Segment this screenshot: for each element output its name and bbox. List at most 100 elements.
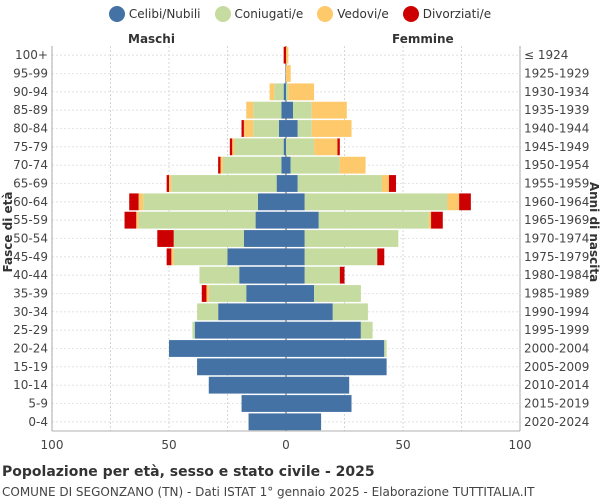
x-tick-label: 50 bbox=[161, 438, 176, 452]
bar-female-35-39-1 bbox=[314, 285, 361, 302]
legend-swatch-vedovi bbox=[317, 6, 334, 22]
bar-male-35-39-0 bbox=[246, 285, 286, 302]
legend-item-divorziati[interactable]: Divorziati/e bbox=[402, 6, 492, 22]
bar-male-80-84-2 bbox=[243, 120, 254, 137]
bar-male-80-84-1 bbox=[253, 120, 279, 137]
birth-year-label: 1940-1944 bbox=[524, 122, 589, 136]
bar-female-45-49-3 bbox=[377, 248, 385, 266]
age-group-label: 15-19 bbox=[13, 360, 48, 374]
age-group-label: 40-44 bbox=[13, 268, 48, 282]
legend-label-divorziati: Divorziati/e bbox=[422, 7, 492, 21]
age-group-label: 50-54 bbox=[13, 232, 48, 246]
bar-female-65-69-2 bbox=[381, 175, 389, 192]
birth-year-label: 1945-1949 bbox=[524, 140, 589, 154]
bar-female-80-84-2 bbox=[311, 120, 352, 137]
bar-female-60-64-0 bbox=[286, 193, 305, 211]
legend-item-celibi[interactable]: Celibi/Nubili bbox=[108, 6, 201, 22]
bar-female-55-59-3 bbox=[431, 211, 443, 229]
bars-layer bbox=[124, 46, 471, 431]
population-pyramid: 100+ ≤ 1924 95-99 1925-1929 90-94 1930-1934 85… bbox=[1, 46, 600, 452]
birth-year-label: 1990-1994 bbox=[524, 305, 589, 319]
age-group-label: 55-59 bbox=[13, 213, 48, 227]
bar-female-60-64-3 bbox=[459, 193, 471, 211]
bar-female-70-74-2 bbox=[339, 156, 366, 174]
bar-male-35-39-2 bbox=[206, 285, 209, 302]
legend-swatch-divorziati bbox=[402, 6, 419, 22]
bar-male-55-59-3 bbox=[124, 211, 137, 229]
legend-swatch-celibi bbox=[108, 6, 125, 22]
birth-year-label: 2005-2009 bbox=[524, 360, 589, 374]
birth-year-label: 1985-1989 bbox=[524, 287, 589, 301]
bar-female-20-24-1 bbox=[384, 340, 387, 357]
age-group-label: 45-49 bbox=[13, 250, 48, 264]
birth-year-label: 1975-1979 bbox=[524, 250, 589, 264]
bar-male-85-89-0 bbox=[281, 101, 286, 119]
males-header: Maschi bbox=[128, 32, 175, 46]
age-group-label: 90-94 bbox=[13, 85, 48, 99]
bar-female-70-74-0 bbox=[286, 156, 291, 174]
bar-female-55-59-2 bbox=[428, 211, 432, 229]
chart-legend: Celibi/Nubili Coniugati/e Vedovi/e Divor… bbox=[0, 6, 600, 22]
bar-female-35-39-0 bbox=[286, 285, 315, 302]
y-axis-title-left: Fasce di età bbox=[1, 191, 15, 272]
bar-male-5-9-0 bbox=[241, 395, 286, 412]
bar-male-60-64-1 bbox=[143, 193, 258, 211]
chart-title: Popolazione per età, sesso e stato civil… bbox=[2, 464, 375, 480]
bar-female-25-29-1 bbox=[360, 321, 373, 339]
bar-male-65-69-3 bbox=[166, 175, 169, 192]
bar-male-15-19-0 bbox=[197, 358, 286, 376]
bar-male-50-54-1 bbox=[173, 230, 244, 247]
age-group-label: 20-24 bbox=[13, 342, 48, 356]
bar-female-65-69-3 bbox=[388, 175, 396, 192]
bar-male-0-4-0 bbox=[248, 413, 286, 431]
bar-female-60-64-1 bbox=[304, 193, 448, 211]
bar-male-45-49-3 bbox=[166, 248, 172, 266]
bar-male-90-94-1 bbox=[274, 83, 284, 101]
x-tick-label: 50 bbox=[395, 438, 410, 452]
birth-year-label: 1965-1969 bbox=[524, 213, 589, 227]
bar-male-75-79-3 bbox=[229, 138, 233, 156]
age-group-label: 80-84 bbox=[13, 122, 48, 136]
bar-female-55-59-0 bbox=[286, 211, 319, 229]
legend-label-vedovi: Vedovi/e bbox=[337, 7, 389, 21]
legend-label-coniugati: Coniugati/e bbox=[234, 7, 304, 21]
bar-male-55-59-1 bbox=[138, 211, 256, 229]
x-tick-label: 100 bbox=[41, 438, 64, 452]
legend-item-vedovi[interactable]: Vedovi/e bbox=[317, 6, 389, 22]
bar-female-45-49-1 bbox=[304, 248, 378, 266]
birth-year-label: 1955-1959 bbox=[524, 177, 589, 191]
bar-female-50-54-0 bbox=[286, 230, 305, 247]
bar-female-90-94-1 bbox=[286, 83, 289, 101]
birth-year-label: 2015-2019 bbox=[524, 397, 589, 411]
bar-female-65-69-1 bbox=[297, 175, 382, 192]
bar-female-15-19-0 bbox=[286, 358, 387, 376]
bar-female-50-54-1 bbox=[304, 230, 399, 247]
bar-male-80-84-3 bbox=[241, 120, 244, 137]
labels-layer: 100+ ≤ 1924 95-99 1925-1929 90-94 1930-1934 85… bbox=[13, 48, 589, 452]
bar-male-45-49-0 bbox=[227, 248, 286, 266]
legend-item-coniugati[interactable]: Coniugati/e bbox=[214, 6, 304, 22]
bar-female-80-84-1 bbox=[297, 120, 312, 137]
birth-year-label: 1950-1954 bbox=[524, 158, 589, 172]
bar-female-30-34-1 bbox=[332, 303, 368, 321]
bar-male-70-74-2 bbox=[220, 156, 223, 174]
bar-male-10-14-0 bbox=[208, 376, 286, 394]
bar-male-55-59-2 bbox=[136, 211, 139, 229]
bar-male-70-74-1 bbox=[222, 156, 282, 174]
birth-year-label: 1995-1999 bbox=[524, 323, 589, 337]
females-header: Femmine bbox=[392, 32, 454, 46]
bar-male-75-79-2 bbox=[232, 138, 235, 156]
bar-female-100+-2 bbox=[286, 46, 289, 64]
bar-male-50-54-0 bbox=[243, 230, 286, 247]
bar-female-10-14-0 bbox=[286, 376, 350, 394]
bar-female-20-24-0 bbox=[286, 340, 385, 357]
bar-male-55-59-0 bbox=[255, 211, 286, 229]
bar-female-75-79-3 bbox=[337, 138, 340, 156]
bar-female-45-49-0 bbox=[286, 248, 305, 266]
bar-female-40-44-3 bbox=[339, 266, 345, 284]
bar-male-35-39-3 bbox=[201, 285, 207, 302]
y-axis-title-right: Anni di nascita bbox=[587, 182, 600, 282]
bar-female-60-64-2 bbox=[447, 193, 460, 211]
birth-year-label: 1935-1939 bbox=[524, 103, 589, 117]
age-group-label: 75-79 bbox=[13, 140, 48, 154]
